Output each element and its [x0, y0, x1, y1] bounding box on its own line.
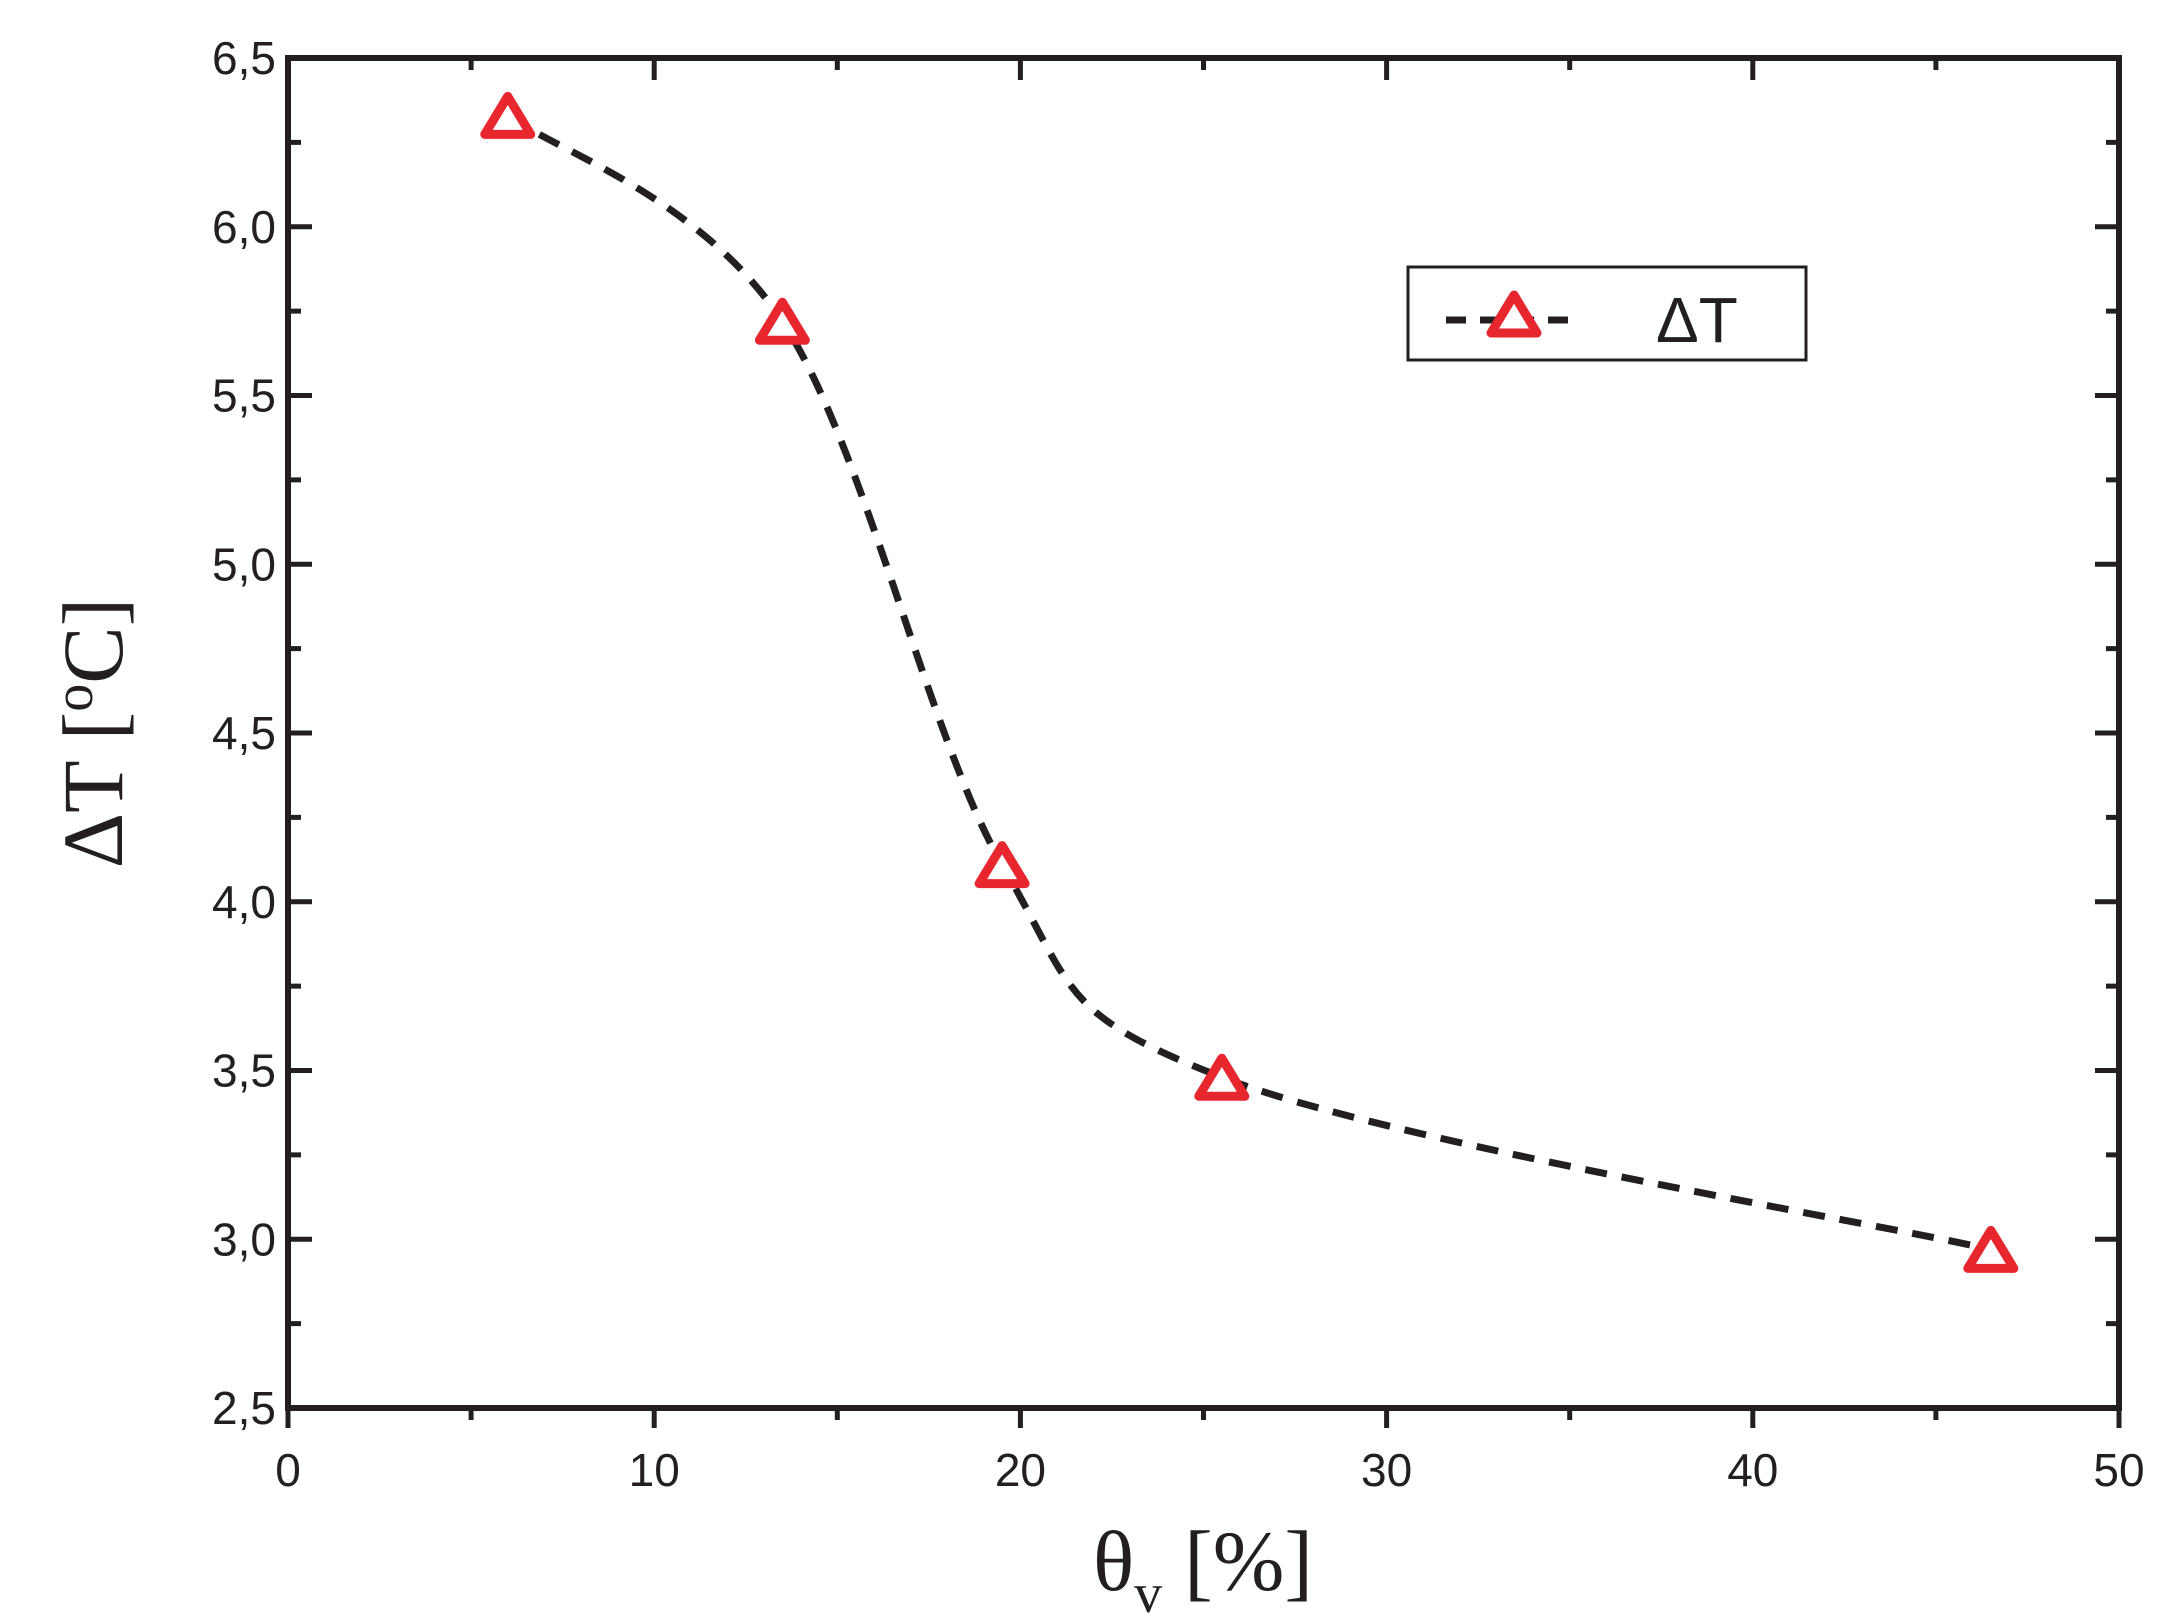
series-line [505, 112, 1992, 1253]
y-axis-title-superscript: o [43, 684, 105, 712]
data-point-marker [480, 91, 536, 139]
y-tick-label: 4,0 [212, 876, 276, 928]
y-tick-label: 5,5 [212, 370, 276, 422]
y-tick-label: 2,5 [212, 1382, 276, 1434]
x-tick-label: 30 [1361, 1444, 1412, 1496]
y-tick-label: 3,5 [212, 1045, 276, 1097]
y-axis-title-unit: C] [45, 598, 141, 684]
data-point-marker [754, 297, 810, 345]
x-axis-title: θv [%] [1093, 1513, 1313, 1621]
x-tick-label: 20 [995, 1444, 1046, 1496]
x-tick-label: 10 [629, 1444, 680, 1496]
legend: ΔT [1406, 265, 1808, 362]
x-tick-label: 40 [1727, 1444, 1778, 1496]
x-axis-title-subscript: v [1134, 1563, 1162, 1621]
legend-box [1406, 265, 1808, 362]
plot-frame [285, 55, 2122, 1411]
y-tick-label: 4,5 [212, 707, 276, 759]
series-layer [480, 91, 2019, 1273]
y-axis-title: ΔT [oC] [43, 598, 141, 868]
y-tick-label: 5,0 [212, 538, 276, 590]
legend-label: ΔT [1656, 284, 1738, 356]
x-tick-label: 0 [275, 1444, 301, 1496]
data-point-marker [1194, 1053, 1250, 1101]
y-tick-label: 6,5 [212, 32, 276, 84]
y-tick-label: 6,0 [212, 201, 276, 253]
x-axis-title-main: θ [1093, 1513, 1134, 1609]
x-axis-title-unit: [%] [1184, 1513, 1313, 1609]
legend-marker-sample [1486, 290, 1542, 338]
y-axis-title-main: ΔT [ [45, 712, 141, 868]
x-tick-label: 50 [2093, 1444, 2144, 1496]
y-tick-label: 3,0 [212, 1213, 276, 1265]
y-axis-ticks: 2,5 3,0 3,5 4,0 4,5 5,0 5,5 6,0 6,5 [212, 32, 2119, 1434]
x-axis-ticks: 0 10 20 30 40 50 [275, 58, 2145, 1496]
data-point-marker [1963, 1225, 2019, 1273]
data-point-marker [974, 841, 1030, 889]
